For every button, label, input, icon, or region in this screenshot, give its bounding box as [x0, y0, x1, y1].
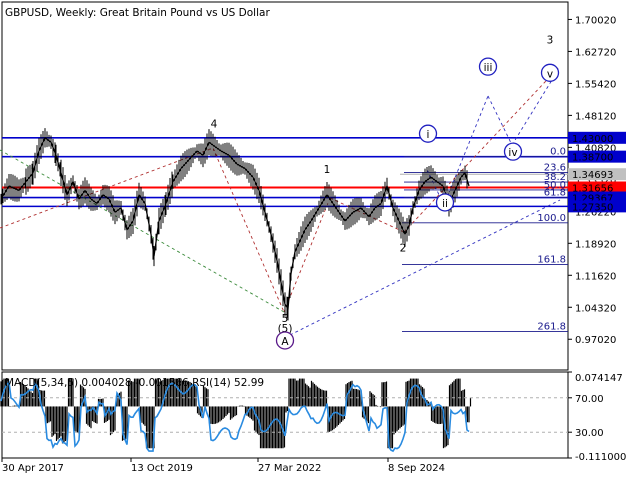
fib-label: 0.0 — [550, 147, 566, 158]
price-levels: 0.0 23.638.250.061.8 100.0 161.8 261.8 — [2, 137, 568, 332]
wave-circle — [435, 193, 455, 212]
y-tick-label: 1.11620 — [575, 271, 616, 282]
wave-label: A — [281, 336, 289, 348]
wave-label: 2 — [400, 242, 407, 254]
level-tags: 1.43000 1.38700 1.34693 1.316561.293671.273… — [568, 131, 626, 213]
fib-label: 23.6 — [544, 162, 566, 173]
indicator-title: MACD(5,34,5) 0.004028 -0.001566 RSI(14) … — [5, 377, 264, 389]
wave-label: 1 — [324, 164, 331, 176]
wave-2-3-line — [403, 65, 561, 233]
fib-label: 261.8 — [537, 321, 566, 332]
y-tick-label: 1.26220 — [575, 207, 616, 218]
y-tick-label: 1.55420 — [575, 79, 616, 90]
wave-circle — [503, 142, 523, 161]
wave-label: ii — [442, 198, 448, 210]
x-tick-label: 27 Mar 2022 — [258, 463, 321, 474]
ind-tick-label: 0.074147 — [575, 373, 623, 384]
wave-label: 3 — [547, 35, 554, 47]
x-tick-label: 13 Oct 2019 — [131, 463, 193, 474]
level-price-label: 1.31656 — [572, 183, 613, 194]
wave-label: (5) — [278, 323, 293, 335]
y-tick-label: 1.33520 — [575, 175, 616, 186]
wave-label: iii — [484, 62, 493, 74]
y-tick-label: 1.18920 — [575, 239, 616, 250]
level-price-tag — [568, 200, 626, 213]
time-axis: 30 Apr 2017 13 Oct 2019 27 Mar 2022 8 Sep 2… — [1, 458, 445, 474]
chart-title: GBPUSD, Weekly: Great Britain Pound vs U… — [5, 7, 270, 19]
price-axis: 1.70020 1.62720 1.55420 1.48120 1.40820 1.335… — [568, 15, 616, 346]
y-tick-label: 1.62720 — [575, 47, 616, 58]
indicator-plot-border — [1, 371, 569, 459]
wave-circle — [418, 124, 438, 143]
ind-tick-label: -0.111000 — [575, 452, 626, 463]
wave-4-channel-line — [0, 147, 214, 229]
level-price-label: 1.29367 — [572, 194, 613, 205]
fib-label: 161.8 — [537, 254, 566, 265]
fib-label: 50.0 — [544, 180, 566, 191]
level-price-tag — [568, 181, 626, 194]
level-price-label: 1.34693 — [572, 170, 613, 181]
indicator-panel: 0.074147 70.00 30.00 -0.111000 — [0, 371, 626, 463]
y-tick-label: 1.04320 — [575, 303, 616, 314]
wave-label: 5 — [282, 313, 289, 325]
ind-tick-label: 70.00 — [575, 394, 604, 405]
level-price-tag — [568, 150, 626, 163]
y-tick-label: 1.48120 — [575, 111, 616, 122]
level-price-tag — [568, 131, 626, 144]
wave-circle — [540, 63, 560, 82]
rsi-line — [0, 380, 470, 453]
trend-lines — [0, 65, 561, 336]
y-tick-label: 1.40820 — [575, 143, 616, 154]
fib-label: 38.2 — [544, 172, 566, 183]
x-tick-label: 8 Sep 2024 — [388, 463, 445, 474]
level-price-label: 1.27350 — [572, 202, 613, 213]
y-tick-label: 1.70020 — [575, 15, 616, 26]
ind-tick-label: 30.00 — [575, 428, 604, 439]
wave-1-2-line — [329, 197, 405, 233]
level-price-label: 1.43000 — [572, 134, 613, 145]
wave-iv-v-line — [511, 79, 553, 146]
wave-circle — [275, 331, 295, 350]
fib-label: 61.8 — [544, 187, 566, 198]
y-tick-label: 0.97020 — [575, 335, 616, 346]
fib-label: 100.0 — [537, 213, 566, 224]
level-price-label: 1.38700 — [572, 153, 613, 164]
wave-5-green-line — [0, 149, 285, 313]
wave-label: iv — [508, 147, 517, 159]
wave-5-1-line — [283, 197, 331, 313]
wave-A-channel-line — [289, 199, 561, 336]
wave-label: v — [547, 68, 553, 80]
wave-label: 4 — [211, 119, 218, 131]
wave-circle — [478, 57, 498, 76]
level-price-tag — [568, 168, 626, 181]
x-tick-label: 30 Apr 2017 — [2, 463, 64, 474]
wave-label: i — [427, 129, 430, 141]
